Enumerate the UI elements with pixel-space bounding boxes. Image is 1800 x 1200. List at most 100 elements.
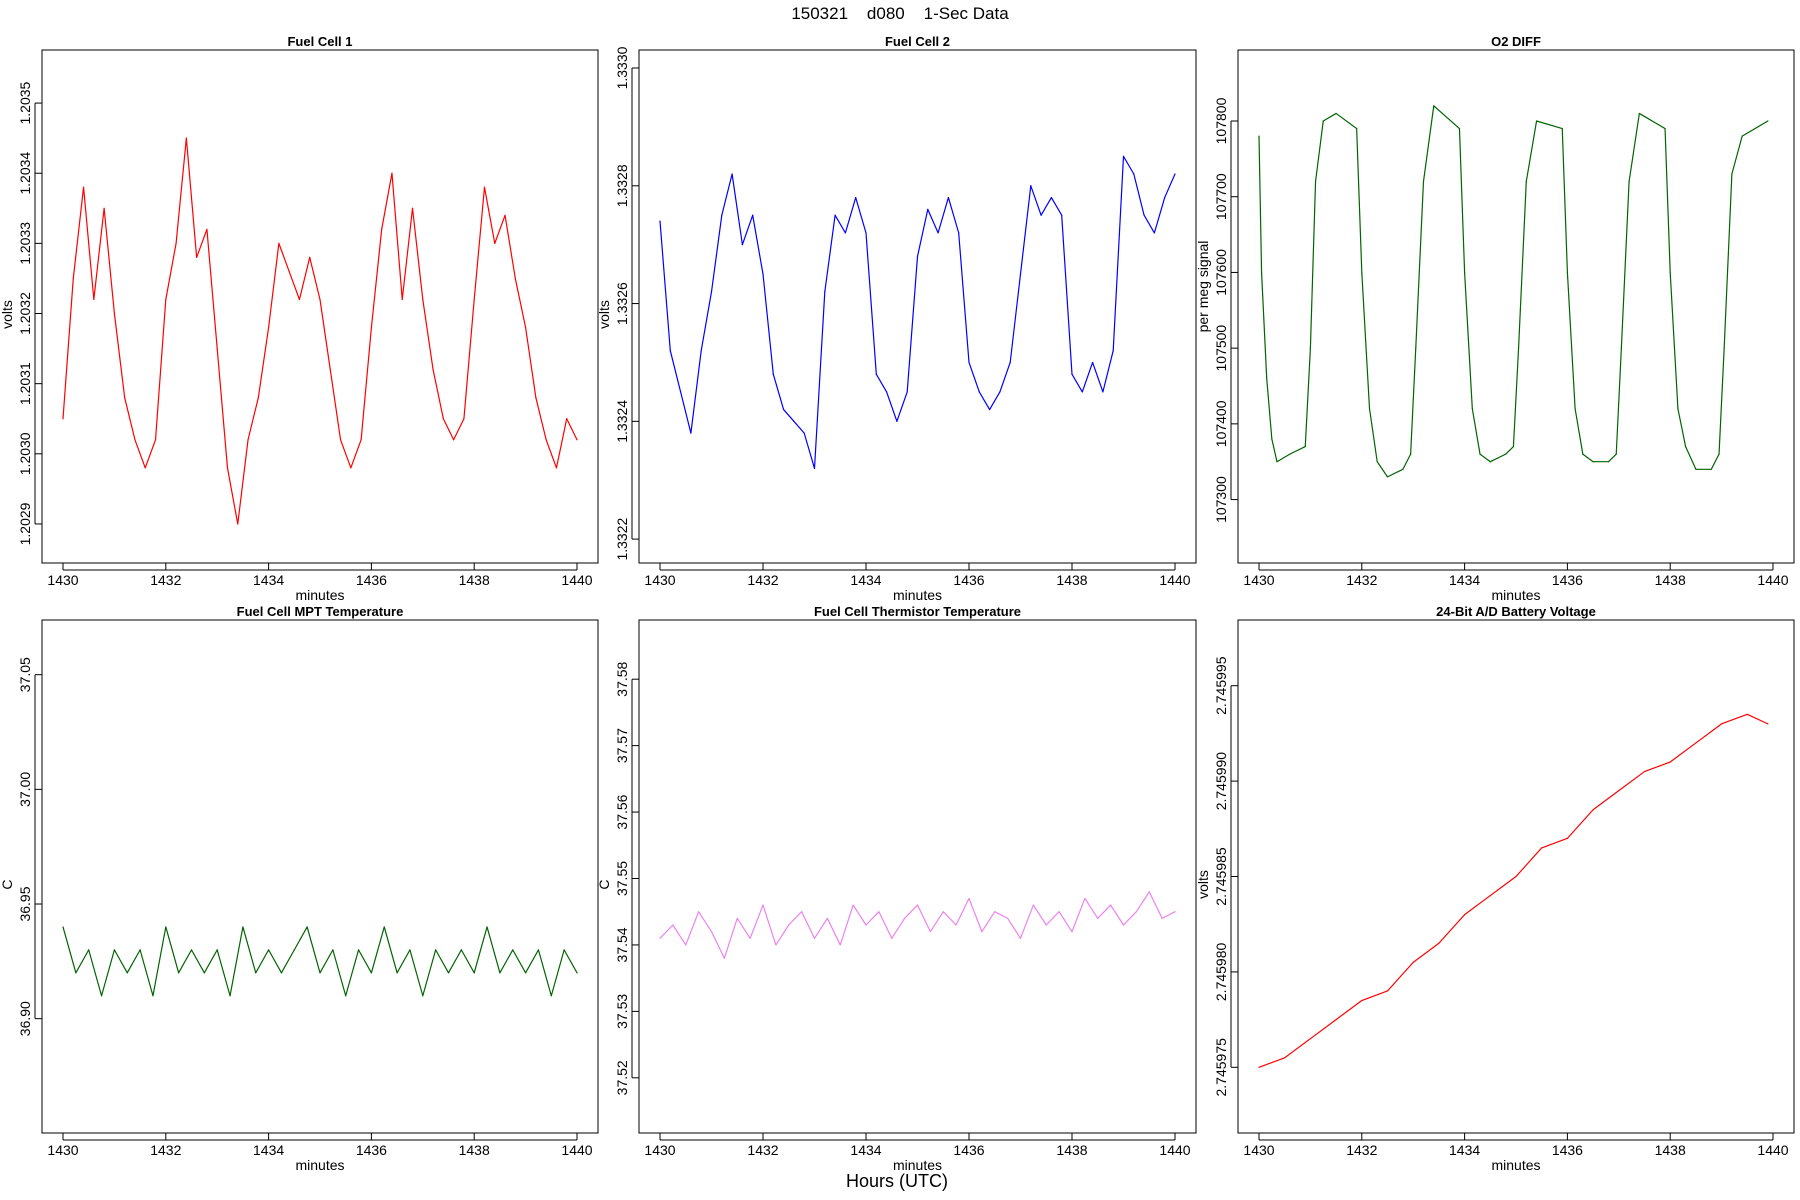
data-point bbox=[723, 957, 725, 959]
data-point bbox=[1566, 271, 1568, 274]
y-tick-label: 107600 bbox=[1213, 249, 1229, 296]
data-point bbox=[904, 917, 906, 919]
data-point bbox=[710, 931, 713, 933]
data-point bbox=[1030, 185, 1032, 187]
data-point bbox=[1071, 373, 1073, 375]
data-point bbox=[839, 944, 841, 946]
data-point bbox=[916, 904, 919, 906]
data-point bbox=[255, 972, 257, 974]
data-point bbox=[1710, 468, 1712, 470]
y-tick-label: 37.57 bbox=[614, 728, 630, 763]
y-axis: 1.3322 1.3324 1.3326 1.3328 1.3330 bbox=[614, 46, 639, 561]
data-point bbox=[391, 172, 393, 174]
x-tick-label: 1434 bbox=[253, 572, 284, 588]
data-point bbox=[483, 186, 486, 188]
y-tick-label: 2.745975 bbox=[1213, 1038, 1229, 1097]
data-point bbox=[499, 972, 501, 974]
x-tick-label: 1438 bbox=[1655, 572, 1686, 588]
data-point bbox=[999, 391, 1001, 393]
data-point bbox=[981, 931, 983, 933]
data-point bbox=[855, 196, 857, 199]
data-point bbox=[1433, 105, 1435, 107]
data-point bbox=[525, 326, 527, 329]
data-point bbox=[504, 214, 506, 216]
data-point bbox=[1386, 476, 1389, 478]
figure-title: 150321 d080 1-Sec Data bbox=[791, 4, 1009, 23]
data-point bbox=[154, 439, 157, 441]
data-point bbox=[319, 972, 321, 974]
data-point bbox=[1122, 924, 1125, 926]
data-point bbox=[793, 420, 795, 422]
data-point bbox=[93, 298, 95, 301]
y-tick-label: 37.55 bbox=[614, 861, 630, 896]
data-point bbox=[298, 298, 301, 301]
plot-frame bbox=[41, 619, 599, 1134]
data-point bbox=[1314, 180, 1317, 183]
data-point bbox=[409, 949, 411, 951]
data-point bbox=[175, 242, 177, 244]
data-point bbox=[370, 972, 372, 974]
data-point bbox=[886, 391, 888, 393]
data-point bbox=[525, 972, 527, 974]
x-tick-label: 1432 bbox=[1346, 572, 1377, 588]
y-axis: 1.2029 1.2030 1.2031 1.2032 1.2033 1.2034 1.20… bbox=[17, 81, 42, 545]
data-point bbox=[978, 391, 980, 393]
data-point bbox=[563, 949, 565, 951]
data-point bbox=[736, 917, 738, 919]
data-point bbox=[1695, 742, 1697, 744]
y-axis: 2.745975 2.745980 2.745985 2.745990 2.745995 bbox=[1213, 656, 1238, 1097]
y-axis-label: volts bbox=[596, 300, 612, 329]
data-point bbox=[1664, 127, 1666, 130]
x-tick-label: 1434 bbox=[1449, 1142, 1480, 1158]
data-point bbox=[396, 972, 398, 974]
data-point bbox=[75, 972, 77, 974]
data-point bbox=[1161, 917, 1163, 919]
data-point bbox=[332, 949, 334, 951]
data-point bbox=[319, 298, 321, 301]
data-point bbox=[968, 897, 970, 900]
series bbox=[659, 155, 1176, 470]
data-point bbox=[463, 418, 465, 420]
x-tick-label: 1438 bbox=[459, 572, 490, 588]
x-axis-label: minutes bbox=[1491, 1157, 1540, 1173]
data-point bbox=[749, 937, 751, 939]
x-tick-label: 1438 bbox=[1056, 1142, 1087, 1158]
data-point bbox=[206, 228, 208, 230]
data-point bbox=[126, 972, 128, 974]
data-point bbox=[1615, 453, 1617, 455]
y-tick-label: 1.3330 bbox=[614, 46, 630, 89]
y-tick-label: 37.52 bbox=[614, 1060, 630, 1095]
data-point bbox=[247, 439, 249, 441]
data-point bbox=[1110, 904, 1112, 906]
data-point bbox=[1097, 917, 1099, 919]
data-point bbox=[690, 432, 692, 434]
data-point bbox=[1258, 1066, 1260, 1068]
data-point bbox=[242, 926, 244, 928]
x-axis-label: minutes bbox=[295, 1157, 344, 1173]
data-point bbox=[1512, 445, 1515, 448]
data-point bbox=[1489, 461, 1491, 463]
data-point bbox=[422, 995, 424, 997]
data-point bbox=[280, 972, 283, 974]
data-point bbox=[878, 911, 880, 913]
data-point bbox=[1019, 273, 1022, 275]
data-point bbox=[550, 995, 552, 997]
data-point bbox=[1464, 271, 1466, 274]
x-tick-label: 1440 bbox=[1757, 572, 1788, 588]
x-tick-label: 1436 bbox=[1552, 1142, 1583, 1158]
data-point bbox=[741, 244, 744, 246]
x-axis: 1430 1432 1434 1436 1438 1440 bbox=[644, 563, 1191, 588]
data-point bbox=[82, 186, 85, 188]
data-point bbox=[1620, 347, 1622, 349]
data-point bbox=[339, 439, 342, 441]
data-point bbox=[1422, 180, 1425, 183]
data-point bbox=[345, 995, 347, 997]
data-point bbox=[700, 350, 702, 352]
data-point bbox=[1271, 438, 1273, 440]
data-point bbox=[144, 467, 146, 469]
data-point bbox=[1535, 120, 1538, 122]
data-point bbox=[435, 949, 437, 951]
data-point bbox=[1143, 214, 1145, 216]
panel-title: O2 DIFF bbox=[1491, 34, 1541, 49]
data-point bbox=[852, 904, 854, 906]
